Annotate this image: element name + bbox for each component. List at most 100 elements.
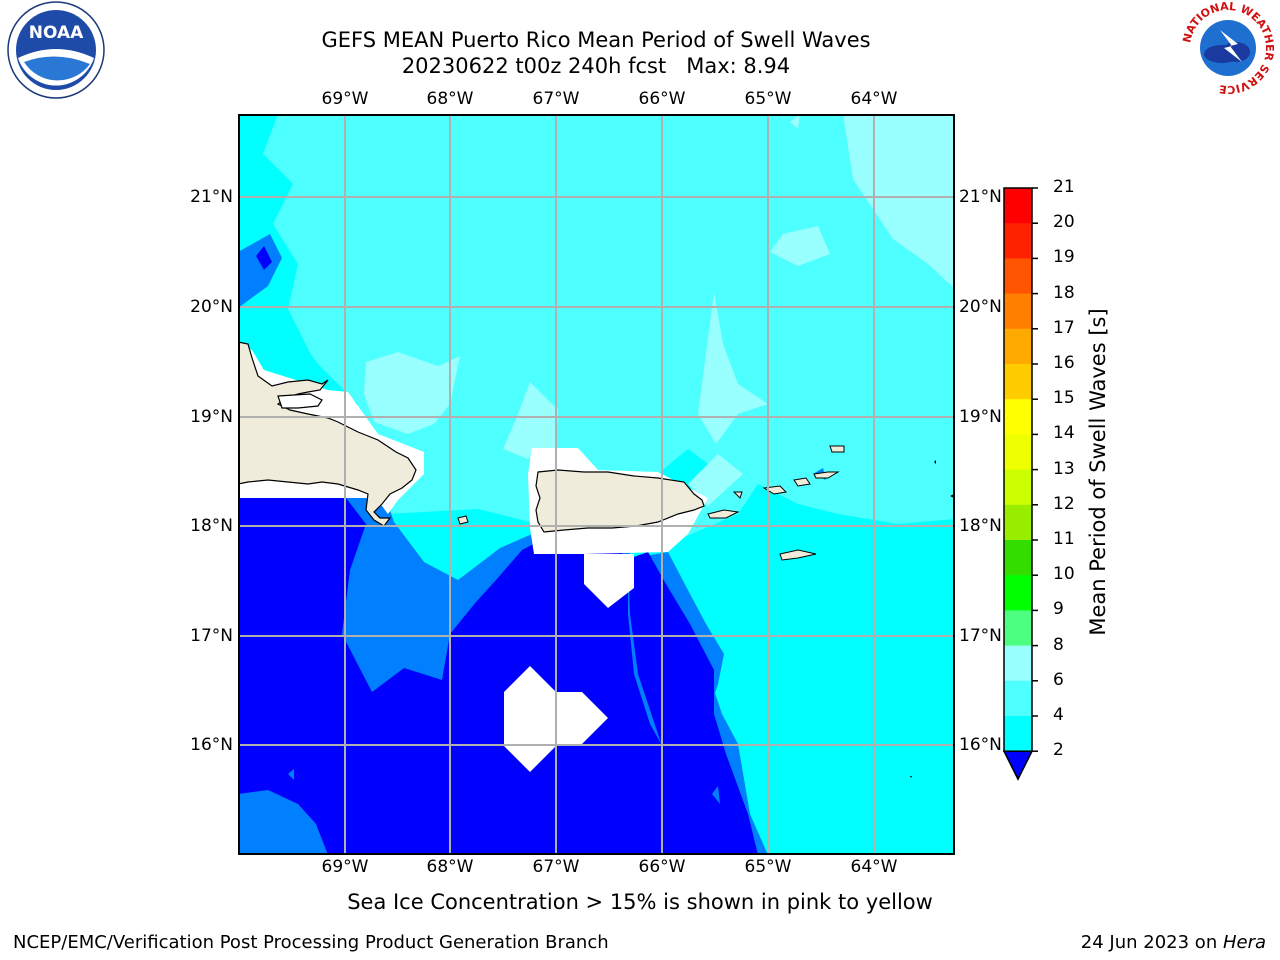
colorbar-tick-label: 20 (1053, 212, 1075, 233)
lat-label-right: 16°N (959, 735, 1002, 755)
field-8-9 (908, 184, 955, 284)
lat-label-right: 21°N (959, 187, 1002, 207)
field-2-4 (238, 790, 498, 855)
colorbar-title: Mean Period of Swell Waves [s] (1086, 308, 1110, 636)
national-weather-service-logo: NATIONAL WEATHER SERVICE (1180, 0, 1276, 96)
colorbar-band (1004, 434, 1032, 471)
land-aves (910, 776, 912, 778)
sea-ice-note: Sea Ice Concentration > 15% is shown in … (347, 890, 933, 914)
colorbar-tick-label: 17 (1053, 317, 1075, 338)
land-mona (457, 515, 469, 525)
colorbar-tick-label: 11 (1053, 529, 1075, 549)
colorbar-tick-label: 6 (1053, 669, 1064, 690)
lon-label-top: 66°W (638, 89, 686, 109)
lat-label-right: 20°N (959, 297, 1002, 317)
lon-label-bottom: 69°W (321, 857, 369, 877)
lat-label-right: 18°N (959, 516, 1002, 536)
colorbar-tick-label: 10 (1053, 564, 1075, 585)
lat-label-left: 16°N (190, 735, 233, 755)
land-sombrero (934, 460, 936, 464)
field-8-9 (503, 382, 558, 459)
title-line-2: 20230622 t00z 240h fcst Max: 8.94 (401, 54, 791, 78)
lat-label-left: 19°N (190, 407, 233, 427)
lat-label-left: 21°N (190, 187, 233, 207)
colorbar-tick-label: 14 (1053, 423, 1075, 444)
lon-label-top: 67°W (532, 89, 580, 109)
colorbar (1002, 187, 1038, 781)
colorbar-tick-label: 8 (1053, 634, 1064, 655)
colorbar-tick-label: 21 (1053, 177, 1075, 197)
field-8-9 (843, 114, 955, 289)
land-anegada (829, 445, 845, 453)
footer-date: 24 Jun 2023 on (1080, 932, 1223, 953)
field-2-4 (238, 234, 282, 308)
colorbar-tick-label: 13 (1053, 458, 1075, 479)
field-lt-2 (256, 246, 272, 270)
lat-label-right: 17°N (959, 626, 1002, 646)
lon-label-bottom: 66°W (638, 857, 686, 877)
colorbar-band (1004, 364, 1032, 400)
lon-label-bottom: 68°W (426, 857, 474, 877)
colorbar-band (1004, 399, 1032, 435)
land-hispaniola (238, 341, 417, 527)
land-tortola (793, 477, 811, 487)
lat-label-left: 17°N (190, 626, 233, 646)
footer-host: Hera (1222, 932, 1266, 953)
field-2-4 (288, 769, 294, 780)
lat-label-left: 20°N (190, 297, 233, 317)
field-lt-2 (628, 552, 758, 855)
title-line-1: GEFS MEAN Puerto Rico Mean Period of Swe… (321, 28, 871, 52)
lon-label-top: 69°W (321, 89, 369, 109)
colorbar-tick-label: 4 (1053, 705, 1064, 725)
land-vieques (707, 509, 740, 519)
lon-label-bottom: 64°W (850, 857, 898, 877)
noaa-logo-text: NOAA (29, 23, 84, 43)
lon-label-bottom: 67°W (532, 857, 580, 877)
land-st-croix (779, 549, 817, 561)
land-culebra (732, 491, 743, 499)
colorbar-band (1004, 328, 1032, 365)
colorbar-tick-label: 9 (1053, 599, 1064, 620)
lat-label-right: 19°N (959, 407, 1002, 427)
graticule (238, 114, 955, 855)
chart-title: GEFS MEAN Puerto Rico Mean Period of Swe… (0, 27, 1192, 79)
lon-label-bottom: 65°W (744, 857, 792, 877)
colorbar-tick-label: 19 (1053, 247, 1075, 268)
colorbar-band (1004, 469, 1032, 506)
colorbar-tick-label: 18 (1053, 282, 1075, 303)
field-2-4 (712, 786, 720, 804)
field-8-9 (698, 292, 768, 444)
field-8-9 (770, 226, 830, 266)
colorbar-band (1004, 188, 1032, 224)
lon-label-top: 64°W (850, 89, 898, 109)
colorbar-band (1004, 680, 1032, 717)
masked-region (584, 554, 634, 608)
colorbar-extend-triangle (1002, 750, 1034, 781)
field-4-6 (868, 554, 906, 596)
colorbar-band (1004, 540, 1032, 576)
field-4-6 (793, 662, 838, 714)
colorbar-tick-label: 12 (1053, 493, 1075, 514)
colorbar-tick-label: 15 (1053, 388, 1075, 409)
colorbar-tick-label: 2 (1053, 740, 1064, 761)
field-8-9 (364, 352, 460, 434)
colorbar-band (1004, 223, 1032, 259)
lat-label-left: 18°N (190, 516, 233, 536)
footer-right: 24 Jun 2023 on Hera (1081, 932, 1266, 953)
land-st-thomas (762, 485, 788, 495)
colorbar-band (1004, 716, 1032, 752)
footer-left: NCEP/EMC/Verification Post Processing Pr… (13, 932, 609, 953)
colorbar-tick-label: 16 (1053, 353, 1075, 373)
map-frame (238, 114, 955, 855)
lon-label-top: 68°W (426, 89, 474, 109)
coast-gonave (277, 393, 323, 409)
swell-period-map (238, 114, 955, 855)
colorbar-band (1004, 610, 1032, 647)
land-virgin-gorda (813, 471, 840, 479)
colorbar-band (1004, 504, 1032, 541)
colorbar-band (1004, 645, 1032, 682)
field-8-9 (688, 454, 743, 506)
lon-label-top: 65°W (744, 89, 792, 109)
colorbar-band (1004, 575, 1032, 611)
colorbar-band (1004, 258, 1032, 295)
